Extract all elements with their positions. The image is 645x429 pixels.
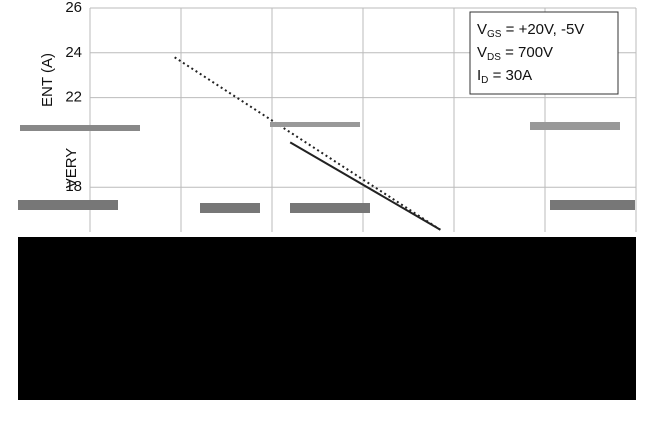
glitch: [270, 122, 360, 127]
glitch: [550, 200, 635, 210]
annotation-rest: = +20V, -5V: [501, 21, 584, 38]
y-label: VERY: [63, 148, 80, 189]
annotation-sub: D: [481, 75, 488, 86]
annotation-rest: = 700V: [501, 44, 553, 61]
page: 26242218ENT (A)VERY VGS = +20V, -5VVDS =…: [0, 0, 645, 429]
annotation-rest: = 30A: [488, 67, 532, 84]
glitch: [200, 203, 260, 213]
glitch: [20, 125, 140, 131]
glitch: [18, 200, 118, 210]
annotation-sub: DS: [487, 52, 501, 63]
chart: 26242218ENT (A)VERY VGS = +20V, -5VVDS =…: [0, 0, 645, 429]
black-region: [18, 237, 636, 400]
y-label: ENT (A): [39, 53, 56, 107]
y-tick-label: 22: [65, 89, 82, 106]
annotation-main: V: [477, 44, 487, 61]
y-tick-label: 26: [65, 0, 82, 16]
glitch: [530, 122, 620, 130]
annotation-sub: GS: [487, 29, 502, 40]
annotation-main: V: [477, 21, 487, 38]
y-tick-label: 24: [65, 44, 82, 61]
glitch: [290, 203, 370, 213]
